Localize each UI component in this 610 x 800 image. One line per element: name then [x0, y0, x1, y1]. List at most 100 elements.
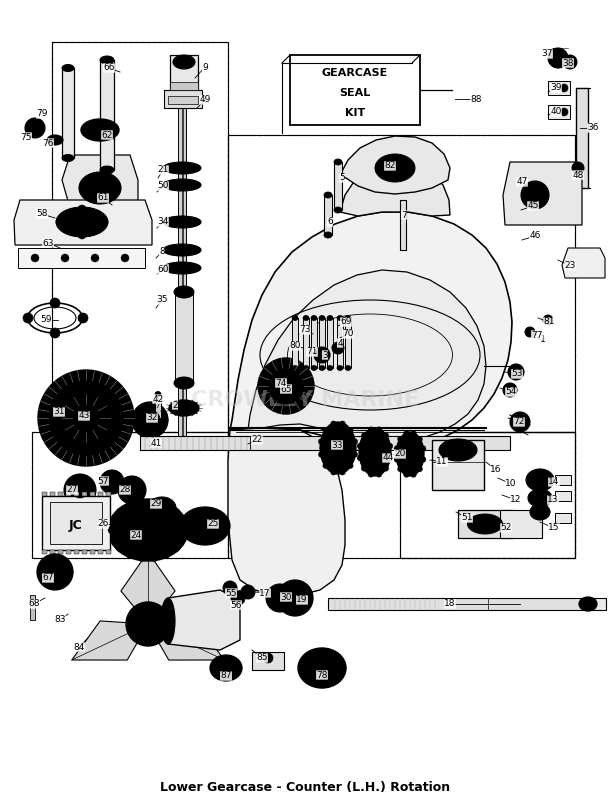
Circle shape — [140, 410, 160, 430]
PathPatch shape — [340, 136, 450, 194]
Ellipse shape — [579, 597, 597, 611]
Ellipse shape — [171, 265, 193, 271]
Ellipse shape — [163, 262, 201, 274]
Circle shape — [352, 451, 357, 458]
Text: 41: 41 — [150, 438, 162, 447]
Circle shape — [110, 535, 118, 543]
Ellipse shape — [51, 138, 59, 142]
Bar — [175, 290, 193, 385]
Circle shape — [100, 470, 124, 494]
Text: 1: 1 — [540, 335, 546, 345]
Circle shape — [323, 427, 329, 434]
PathPatch shape — [62, 155, 138, 215]
Text: 5: 5 — [339, 174, 345, 182]
Text: 65: 65 — [280, 385, 292, 394]
Circle shape — [138, 498, 146, 506]
Circle shape — [85, 191, 92, 198]
Bar — [98, 492, 103, 496]
Circle shape — [510, 412, 530, 432]
Text: 10: 10 — [505, 479, 517, 489]
Ellipse shape — [533, 474, 548, 486]
Circle shape — [150, 554, 158, 562]
Bar — [328, 598, 488, 610]
Circle shape — [78, 313, 88, 323]
Ellipse shape — [135, 520, 161, 540]
Circle shape — [515, 417, 525, 427]
Ellipse shape — [306, 654, 338, 682]
Circle shape — [376, 426, 382, 433]
Circle shape — [285, 588, 305, 608]
Text: 71: 71 — [306, 347, 318, 357]
Ellipse shape — [311, 315, 317, 321]
Ellipse shape — [117, 506, 179, 554]
Circle shape — [132, 402, 168, 438]
Circle shape — [560, 108, 568, 116]
Ellipse shape — [327, 366, 333, 370]
Circle shape — [361, 433, 367, 438]
Circle shape — [118, 476, 146, 504]
Text: 28: 28 — [120, 486, 131, 494]
Bar — [100, 60, 114, 170]
Circle shape — [404, 471, 409, 478]
Ellipse shape — [216, 660, 236, 676]
Bar — [50, 550, 55, 554]
Ellipse shape — [530, 504, 550, 520]
Text: 73: 73 — [300, 326, 310, 334]
Circle shape — [277, 580, 313, 616]
Circle shape — [340, 469, 345, 475]
Circle shape — [171, 544, 179, 552]
Text: 8: 8 — [159, 247, 165, 257]
Ellipse shape — [534, 508, 545, 517]
Circle shape — [110, 517, 118, 525]
Ellipse shape — [439, 439, 477, 461]
Bar — [500, 510, 542, 538]
Ellipse shape — [528, 489, 552, 507]
Bar — [400, 200, 406, 250]
Circle shape — [25, 118, 45, 138]
Circle shape — [387, 443, 393, 449]
Text: 39: 39 — [550, 83, 562, 93]
Text: 23: 23 — [564, 262, 576, 270]
Circle shape — [560, 84, 568, 92]
Circle shape — [273, 591, 287, 605]
Ellipse shape — [161, 598, 175, 644]
Ellipse shape — [384, 160, 406, 176]
Circle shape — [72, 404, 100, 432]
Circle shape — [539, 199, 545, 205]
Text: 26: 26 — [98, 519, 109, 529]
Circle shape — [100, 218, 108, 226]
Circle shape — [136, 612, 160, 636]
Ellipse shape — [324, 232, 332, 238]
Ellipse shape — [319, 366, 325, 370]
Circle shape — [126, 502, 134, 510]
Circle shape — [227, 585, 233, 591]
Ellipse shape — [62, 154, 74, 162]
Bar — [327, 318, 333, 368]
Text: 49: 49 — [199, 95, 210, 105]
PathPatch shape — [228, 428, 345, 595]
Circle shape — [109, 191, 114, 198]
Circle shape — [357, 455, 363, 461]
Ellipse shape — [345, 366, 351, 370]
Text: 18: 18 — [444, 599, 456, 609]
Text: 48: 48 — [572, 170, 584, 179]
Circle shape — [72, 482, 88, 498]
Text: 33: 33 — [331, 441, 343, 450]
Bar — [42, 492, 47, 496]
Circle shape — [398, 436, 403, 442]
Bar — [106, 550, 111, 554]
Ellipse shape — [163, 244, 201, 256]
Bar — [576, 88, 588, 188]
Ellipse shape — [583, 600, 593, 608]
Bar — [30, 595, 35, 620]
Circle shape — [332, 342, 344, 354]
Text: 53: 53 — [511, 370, 523, 378]
Ellipse shape — [173, 55, 195, 69]
Circle shape — [162, 550, 170, 558]
Bar — [334, 162, 342, 210]
Bar — [140, 436, 250, 450]
Ellipse shape — [345, 315, 351, 321]
Bar — [324, 195, 332, 235]
Text: 81: 81 — [544, 318, 554, 326]
PathPatch shape — [72, 621, 148, 660]
